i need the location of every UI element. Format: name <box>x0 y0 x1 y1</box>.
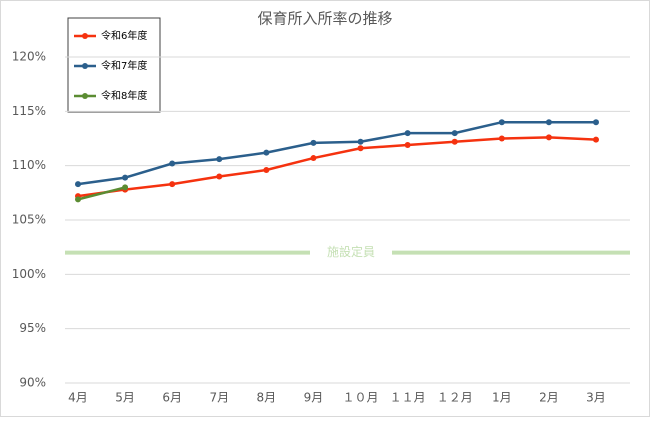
x-tick-label: 5月 <box>115 391 135 405</box>
x-tick-label: １１月 <box>390 391 426 405</box>
legend-label: 令和8年度 <box>101 89 147 102</box>
x-tick-label: 2月 <box>539 391 559 405</box>
data-point <box>169 160 176 167</box>
x-tick-label: 4月 <box>68 391 88 405</box>
series-line <box>77 186 126 201</box>
data-point <box>216 156 223 163</box>
y-tick-label: 90% <box>19 376 46 390</box>
x-tick-label: １０月 <box>343 391 379 405</box>
y-tick-label: 105% <box>12 213 46 227</box>
chart-title: 保育所入所率の推移 <box>257 10 392 28</box>
data-point <box>263 149 270 156</box>
data-point <box>75 196 81 203</box>
data-point <box>310 155 317 162</box>
legend-label: 令和6年度 <box>101 29 147 42</box>
x-tick-label: 9月 <box>304 391 324 405</box>
y-tick-label: 110% <box>12 158 46 172</box>
data-point <box>451 138 458 145</box>
x-tick-label: １２月 <box>437 391 473 405</box>
data-point <box>75 181 81 188</box>
data-point <box>545 134 552 141</box>
legend-marker <box>82 33 88 39</box>
x-tick-label: 6月 <box>162 391 182 405</box>
data-point <box>357 138 364 145</box>
y-tick-label: 120% <box>12 50 46 64</box>
legend-label: 令和7年度 <box>101 59 147 72</box>
data-point <box>498 135 505 142</box>
reference-label: 施設定員 <box>327 244 375 259</box>
data-point <box>122 174 129 181</box>
data-point <box>169 181 176 188</box>
legend-marker <box>82 93 88 99</box>
legend-marker <box>82 63 88 69</box>
series-line <box>77 120 596 186</box>
y-tick-label: 95% <box>19 321 46 335</box>
data-point <box>404 142 411 149</box>
data-point <box>593 136 599 143</box>
data-point <box>404 130 411 137</box>
x-tick-label: 7月 <box>209 391 229 405</box>
data-point <box>263 167 270 174</box>
series-line <box>77 136 597 198</box>
data-point <box>451 130 458 137</box>
data-point <box>122 184 129 191</box>
x-tick-label: 3月 <box>586 391 606 405</box>
data-point <box>216 173 223 180</box>
data-point <box>498 119 505 126</box>
y-tick-label: 115% <box>12 104 46 118</box>
data-point <box>593 119 599 126</box>
x-tick-label: 8月 <box>257 391 277 405</box>
y-tick-label: 100% <box>12 267 46 281</box>
data-point <box>310 139 317 146</box>
x-tick-label: 1月 <box>492 391 512 405</box>
data-point <box>545 119 552 126</box>
data-point <box>357 145 364 152</box>
